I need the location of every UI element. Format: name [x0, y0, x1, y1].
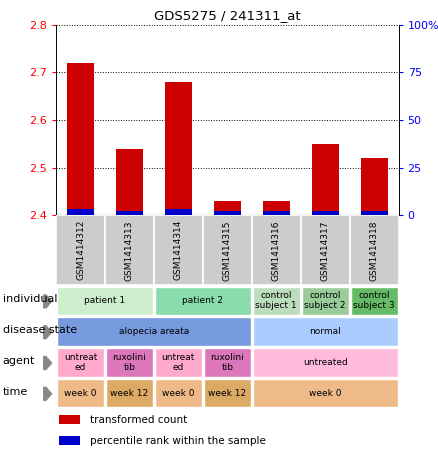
Bar: [214, 201, 241, 215]
Text: agent: agent: [3, 356, 35, 366]
Text: GSM1414312: GSM1414312: [76, 220, 85, 280]
Bar: [116, 149, 143, 215]
Bar: [204, 348, 251, 376]
Bar: [57, 379, 104, 407]
Bar: [312, 144, 339, 215]
Bar: [155, 287, 251, 315]
Bar: [155, 348, 202, 376]
FancyArrow shape: [44, 387, 52, 400]
Text: ruxolini
tib: ruxolini tib: [113, 353, 146, 372]
Bar: [165, 209, 192, 215]
Bar: [263, 212, 290, 215]
Bar: [57, 348, 104, 376]
Bar: [60, 415, 80, 424]
Bar: [253, 348, 398, 376]
Bar: [106, 379, 153, 407]
Text: week 0: week 0: [64, 389, 97, 398]
Title: GDS5275 / 241311_at: GDS5275 / 241311_at: [154, 10, 300, 22]
Text: GSM1414318: GSM1414318: [370, 220, 378, 280]
Text: control
subject 1: control subject 1: [255, 291, 297, 310]
Bar: [204, 379, 251, 407]
Text: GSM1414315: GSM1414315: [223, 220, 232, 280]
Bar: [252, 215, 301, 285]
Text: untreat
ed: untreat ed: [162, 353, 195, 372]
Text: transformed count: transformed count: [90, 414, 187, 424]
Bar: [253, 379, 398, 407]
Bar: [312, 212, 339, 215]
Bar: [116, 212, 143, 215]
Bar: [155, 379, 202, 407]
Bar: [203, 215, 252, 285]
Bar: [301, 215, 350, 285]
Text: week 12: week 12: [110, 389, 148, 398]
Text: control
subject 3: control subject 3: [353, 291, 395, 310]
Text: disease state: disease state: [3, 325, 77, 335]
Text: patient 2: patient 2: [182, 296, 223, 305]
Bar: [360, 158, 388, 215]
Bar: [57, 287, 153, 315]
Bar: [105, 215, 154, 285]
FancyArrow shape: [44, 357, 52, 370]
Bar: [351, 287, 398, 315]
Bar: [57, 318, 251, 346]
Text: untreated: untreated: [303, 358, 348, 367]
Text: time: time: [3, 387, 28, 397]
Text: untreat
ed: untreat ed: [64, 353, 97, 372]
FancyArrow shape: [44, 326, 52, 339]
Bar: [106, 348, 153, 376]
Text: percentile rank within the sample: percentile rank within the sample: [90, 436, 266, 446]
Bar: [263, 201, 290, 215]
Bar: [154, 215, 203, 285]
Bar: [253, 287, 300, 315]
Bar: [253, 318, 398, 346]
Text: week 0: week 0: [309, 389, 342, 398]
Bar: [350, 215, 399, 285]
Bar: [302, 287, 349, 315]
Bar: [165, 82, 192, 215]
Text: GSM1414314: GSM1414314: [174, 220, 183, 280]
Bar: [67, 209, 94, 215]
Bar: [214, 212, 241, 215]
Text: alopecia areata: alopecia areata: [119, 327, 189, 336]
Text: week 12: week 12: [208, 389, 247, 398]
FancyArrow shape: [44, 295, 52, 308]
Text: GSM1414313: GSM1414313: [125, 220, 134, 280]
Bar: [67, 63, 94, 215]
Text: ruxolini
tib: ruxolini tib: [210, 353, 244, 372]
Text: GSM1414316: GSM1414316: [272, 220, 281, 280]
Text: patient 1: patient 1: [85, 296, 126, 305]
Text: control
subject 2: control subject 2: [304, 291, 346, 310]
Text: week 0: week 0: [162, 389, 194, 398]
Bar: [60, 436, 80, 445]
Text: GSM1414317: GSM1414317: [321, 220, 330, 280]
Bar: [360, 212, 388, 215]
Text: individual: individual: [3, 294, 57, 304]
Bar: [56, 215, 105, 285]
Text: normal: normal: [309, 327, 341, 336]
